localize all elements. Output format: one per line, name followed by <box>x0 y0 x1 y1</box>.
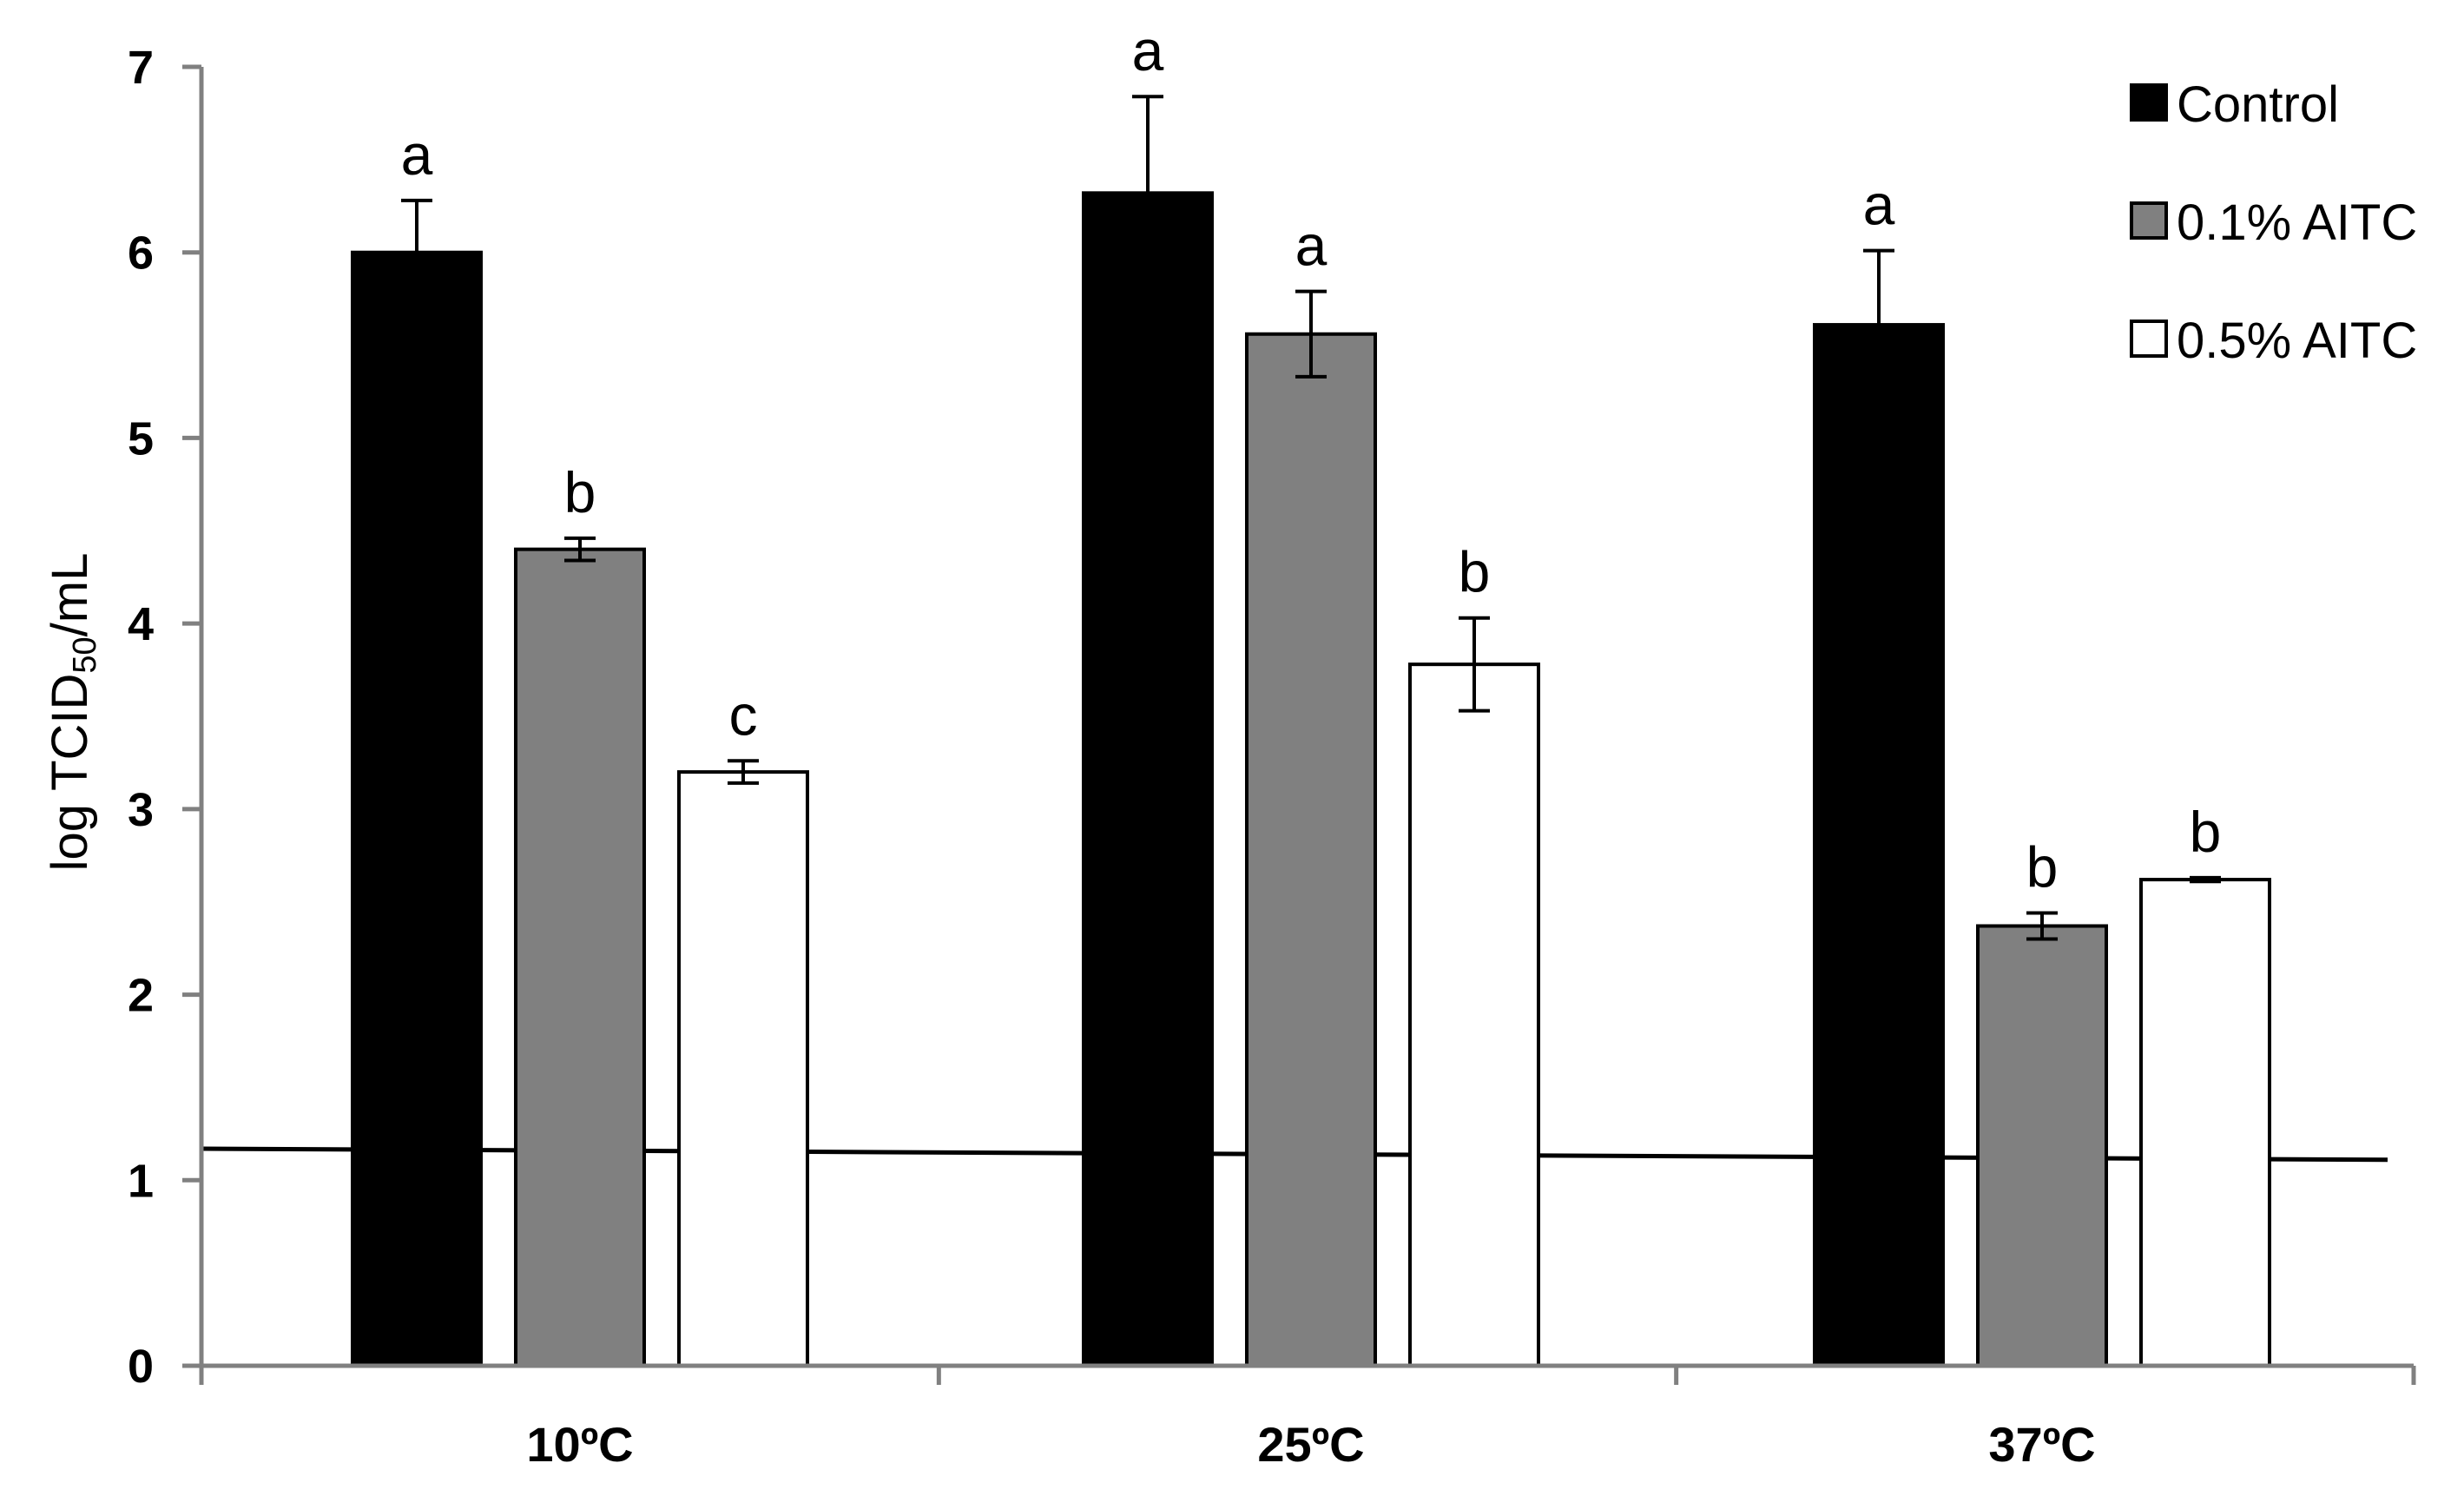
bar <box>514 547 646 1367</box>
y-axis-label-prefix: log TCID <box>42 674 98 872</box>
legend-label: 0.1% AITC <box>2177 194 2417 251</box>
legend-label: Control <box>2177 76 2339 133</box>
y-tick-label: 7 <box>128 42 154 94</box>
legend-swatch <box>2130 83 2168 122</box>
x-category-label: 25ºC <box>1257 1417 1364 1472</box>
significance-letter: b <box>564 460 596 524</box>
y-tick-label: 1 <box>128 1155 154 1207</box>
error-bars <box>401 95 2221 941</box>
bar <box>1082 191 1214 1368</box>
bar <box>1245 332 1377 1368</box>
legend-swatch <box>2130 201 2168 240</box>
significance-letter: a <box>1295 214 1328 278</box>
significance-letter: a <box>401 122 433 187</box>
significance-letter: b <box>1459 540 1491 604</box>
bars <box>351 191 2271 1368</box>
bar <box>1408 662 1540 1367</box>
y-tick-label: 0 <box>128 1341 154 1393</box>
significance-letter: a <box>1132 18 1164 82</box>
significance-letter: c <box>729 682 758 747</box>
y-tick-label: 3 <box>128 784 154 836</box>
significance-letter: b <box>2026 835 2059 900</box>
legend-swatch <box>2130 320 2168 358</box>
axes: 0 1 2 3 4 5 6 7 10ºC 25ºC 37ºC <box>128 42 2416 1472</box>
y-tick-label: 5 <box>128 412 154 465</box>
significance-letter: b <box>2190 800 2222 864</box>
significance-labels: a a a b a b c b b <box>401 18 2222 899</box>
bar <box>1813 323 1945 1367</box>
bar <box>2139 878 2271 1367</box>
y-axis-label-subscript: 50 <box>67 636 103 673</box>
legend: Control 0.1% AITC 0.5% AITC <box>2130 76 2417 369</box>
y-axis-label: log TCID50/mL <box>42 553 103 872</box>
x-category-label: 10ºC <box>526 1417 633 1472</box>
y-tick-label: 6 <box>128 227 154 280</box>
bar <box>677 770 809 1367</box>
y-tick-label: 4 <box>128 598 154 650</box>
significance-letter: a <box>1863 173 1895 237</box>
bar <box>351 250 483 1368</box>
y-tick-label: 2 <box>128 970 154 1022</box>
x-category-label: 37ºC <box>1988 1417 2095 1472</box>
legend-label: 0.5% AITC <box>2177 313 2417 369</box>
y-axis-label-suffix: /mL <box>42 553 98 637</box>
bar <box>1976 924 2108 1368</box>
